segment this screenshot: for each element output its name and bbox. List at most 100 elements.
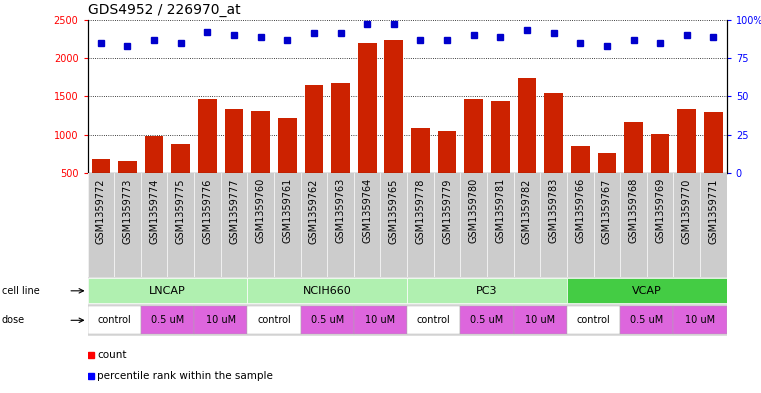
Text: control: control xyxy=(417,315,451,325)
Bar xyxy=(354,306,407,334)
Text: control: control xyxy=(97,315,131,325)
Bar xyxy=(384,40,403,211)
Text: GSM1359782: GSM1359782 xyxy=(522,178,532,244)
Bar xyxy=(407,306,460,334)
Text: GSM1359769: GSM1359769 xyxy=(655,178,665,243)
Bar xyxy=(514,306,567,334)
Bar xyxy=(141,306,194,334)
Text: GSM1359773: GSM1359773 xyxy=(123,178,132,244)
Bar xyxy=(194,173,221,277)
Text: GSM1359764: GSM1359764 xyxy=(362,178,372,243)
Bar xyxy=(460,173,487,277)
Text: GSM1359779: GSM1359779 xyxy=(442,178,452,244)
Text: dose: dose xyxy=(2,315,24,325)
Bar xyxy=(514,173,540,277)
Bar xyxy=(88,306,141,334)
Bar xyxy=(411,128,430,211)
Bar xyxy=(594,173,620,277)
Bar xyxy=(145,136,164,211)
Bar xyxy=(540,173,567,277)
Bar xyxy=(460,306,514,334)
Text: GSM1359771: GSM1359771 xyxy=(708,178,718,244)
Bar xyxy=(597,153,616,211)
Text: 0.5 uM: 0.5 uM xyxy=(630,315,664,325)
Bar xyxy=(247,306,301,334)
Text: percentile rank within the sample: percentile rank within the sample xyxy=(97,371,273,381)
Bar xyxy=(620,173,647,277)
Text: GSM1359775: GSM1359775 xyxy=(176,178,186,244)
Text: 10 uM: 10 uM xyxy=(365,315,396,325)
Bar xyxy=(487,173,514,277)
Bar xyxy=(491,101,510,211)
Bar xyxy=(251,111,270,211)
Bar xyxy=(647,173,673,277)
Text: VCAP: VCAP xyxy=(632,286,662,296)
Text: GSM1359776: GSM1359776 xyxy=(202,178,212,244)
Text: 0.5 uM: 0.5 uM xyxy=(470,315,504,325)
Text: GSM1359772: GSM1359772 xyxy=(96,178,106,244)
Bar xyxy=(567,306,620,334)
Text: GSM1359760: GSM1359760 xyxy=(256,178,266,243)
Bar xyxy=(198,99,217,211)
Bar xyxy=(224,108,244,211)
Text: 10 uM: 10 uM xyxy=(525,315,556,325)
Text: GSM1359762: GSM1359762 xyxy=(309,178,319,244)
Bar xyxy=(438,131,457,211)
Bar xyxy=(673,306,727,334)
Bar xyxy=(434,173,460,277)
Text: LNCAP: LNCAP xyxy=(149,286,186,296)
Bar xyxy=(278,118,297,211)
Bar xyxy=(651,134,670,211)
Text: 0.5 uM: 0.5 uM xyxy=(151,315,184,325)
Bar xyxy=(91,159,110,211)
Text: 10 uM: 10 uM xyxy=(685,315,715,325)
Bar xyxy=(544,93,563,211)
Text: GSM1359777: GSM1359777 xyxy=(229,178,239,244)
Bar xyxy=(567,278,727,303)
Bar xyxy=(464,99,483,211)
Text: GSM1359770: GSM1359770 xyxy=(682,178,692,244)
Bar xyxy=(221,173,247,277)
Text: NCIH660: NCIH660 xyxy=(303,286,352,296)
Text: GSM1359761: GSM1359761 xyxy=(282,178,292,243)
Bar xyxy=(407,278,567,303)
Bar xyxy=(301,306,354,334)
Bar xyxy=(571,146,590,211)
Bar xyxy=(380,173,407,277)
Bar xyxy=(354,173,380,277)
Bar xyxy=(624,121,643,211)
Text: GSM1359766: GSM1359766 xyxy=(575,178,585,243)
Text: 10 uM: 10 uM xyxy=(205,315,236,325)
Bar xyxy=(327,173,354,277)
Bar xyxy=(517,78,537,211)
Text: 0.5 uM: 0.5 uM xyxy=(310,315,344,325)
Text: GSM1359765: GSM1359765 xyxy=(389,178,399,244)
Bar xyxy=(407,173,434,277)
Bar xyxy=(700,173,727,277)
Text: GSM1359780: GSM1359780 xyxy=(469,178,479,243)
Bar xyxy=(247,173,274,277)
Bar xyxy=(88,173,114,277)
Bar xyxy=(358,43,377,211)
Text: GSM1359778: GSM1359778 xyxy=(416,178,425,244)
Text: control: control xyxy=(577,315,610,325)
Bar xyxy=(331,83,350,211)
Bar xyxy=(118,162,137,211)
Text: GSM1359767: GSM1359767 xyxy=(602,178,612,244)
Bar xyxy=(673,173,700,277)
Text: cell line: cell line xyxy=(2,286,40,296)
Bar xyxy=(677,108,696,211)
Bar xyxy=(167,173,194,277)
Text: control: control xyxy=(257,315,291,325)
Bar xyxy=(88,278,247,303)
Text: count: count xyxy=(97,350,126,360)
Bar xyxy=(304,85,323,211)
Bar xyxy=(274,173,301,277)
Bar xyxy=(194,306,247,334)
Text: GSM1359763: GSM1359763 xyxy=(336,178,345,243)
Bar xyxy=(171,144,190,211)
Text: GSM1359781: GSM1359781 xyxy=(495,178,505,243)
Bar xyxy=(567,173,594,277)
Text: GSM1359783: GSM1359783 xyxy=(549,178,559,243)
Bar xyxy=(704,112,723,211)
